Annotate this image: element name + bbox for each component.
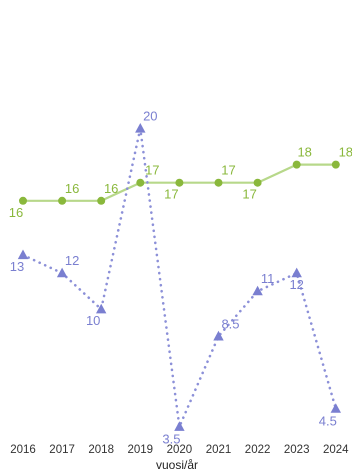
series-1-data-label: 16: [104, 181, 118, 196]
series-2-point: [174, 421, 185, 431]
series-1-point: [175, 178, 184, 187]
series-1-data-label: 18: [297, 145, 311, 160]
x-tick-label: 2024: [323, 444, 349, 456]
series-2-data-label: 20: [143, 109, 157, 124]
series-2-point: [213, 330, 224, 341]
x-tick-label: 2019: [128, 444, 154, 456]
series-1-data-label: 17: [164, 187, 178, 202]
series-1-data-label: 17: [221, 163, 235, 178]
x-tick-label: 2017: [49, 444, 75, 456]
series-2-data-label: 12: [289, 277, 303, 292]
series-1-data-label: 17: [145, 163, 159, 178]
series-2-point: [291, 267, 302, 278]
series-1-point: [19, 196, 27, 205]
series-2-data-label: 12: [65, 253, 79, 268]
series-1-data-label: 18: [339, 145, 352, 160]
series-2-data-label: 11: [261, 271, 275, 286]
x-tick-label: 2021: [206, 444, 232, 456]
x-tick-label: 2016: [10, 444, 36, 456]
data-labels: 16 16 16 17 17 17 17 18 18 13 12 10 20 3.5 8.5 11 12 4.5: [9, 109, 352, 447]
series-2-data-label: 10: [86, 313, 100, 328]
series-2-point: [252, 285, 263, 296]
series-2-data-label: 8.5: [221, 316, 239, 331]
series-2-point: [56, 267, 68, 278]
series-2-point: [330, 403, 341, 413]
series-1-point: [136, 178, 145, 187]
series-1-point: [97, 196, 106, 205]
series-1-point: [253, 178, 262, 187]
series-1-point: [214, 178, 223, 187]
series-1-point: [58, 196, 67, 205]
x-tick-label: 2023: [284, 444, 310, 456]
series-markers: [17, 123, 341, 431]
series-2-data-label: 13: [10, 259, 24, 274]
series-2-data-label: 4.5: [319, 414, 337, 429]
series-1-data-label: 16: [9, 205, 23, 220]
x-axis-title: vuosi/år: [156, 458, 198, 472]
series-2-data-label: 3.5: [162, 432, 180, 447]
x-axis: 2016 2017 2018 2019 2020 2021 2022 2023 2024: [10, 444, 349, 456]
series-2-point: [135, 123, 146, 133]
series-1-data-label: 16: [65, 181, 79, 196]
series-1-point: [331, 160, 340, 169]
series-1-point: [292, 160, 301, 169]
x-tick-label: 2018: [88, 444, 114, 456]
series-2-line: [21, 127, 338, 428]
x-tick-label: 2022: [245, 444, 271, 456]
x-tick-label: 2020: [167, 444, 193, 456]
series-1-data-label: 17: [242, 187, 256, 202]
series-2-point: [17, 249, 29, 260]
series-2-point: [96, 303, 107, 314]
